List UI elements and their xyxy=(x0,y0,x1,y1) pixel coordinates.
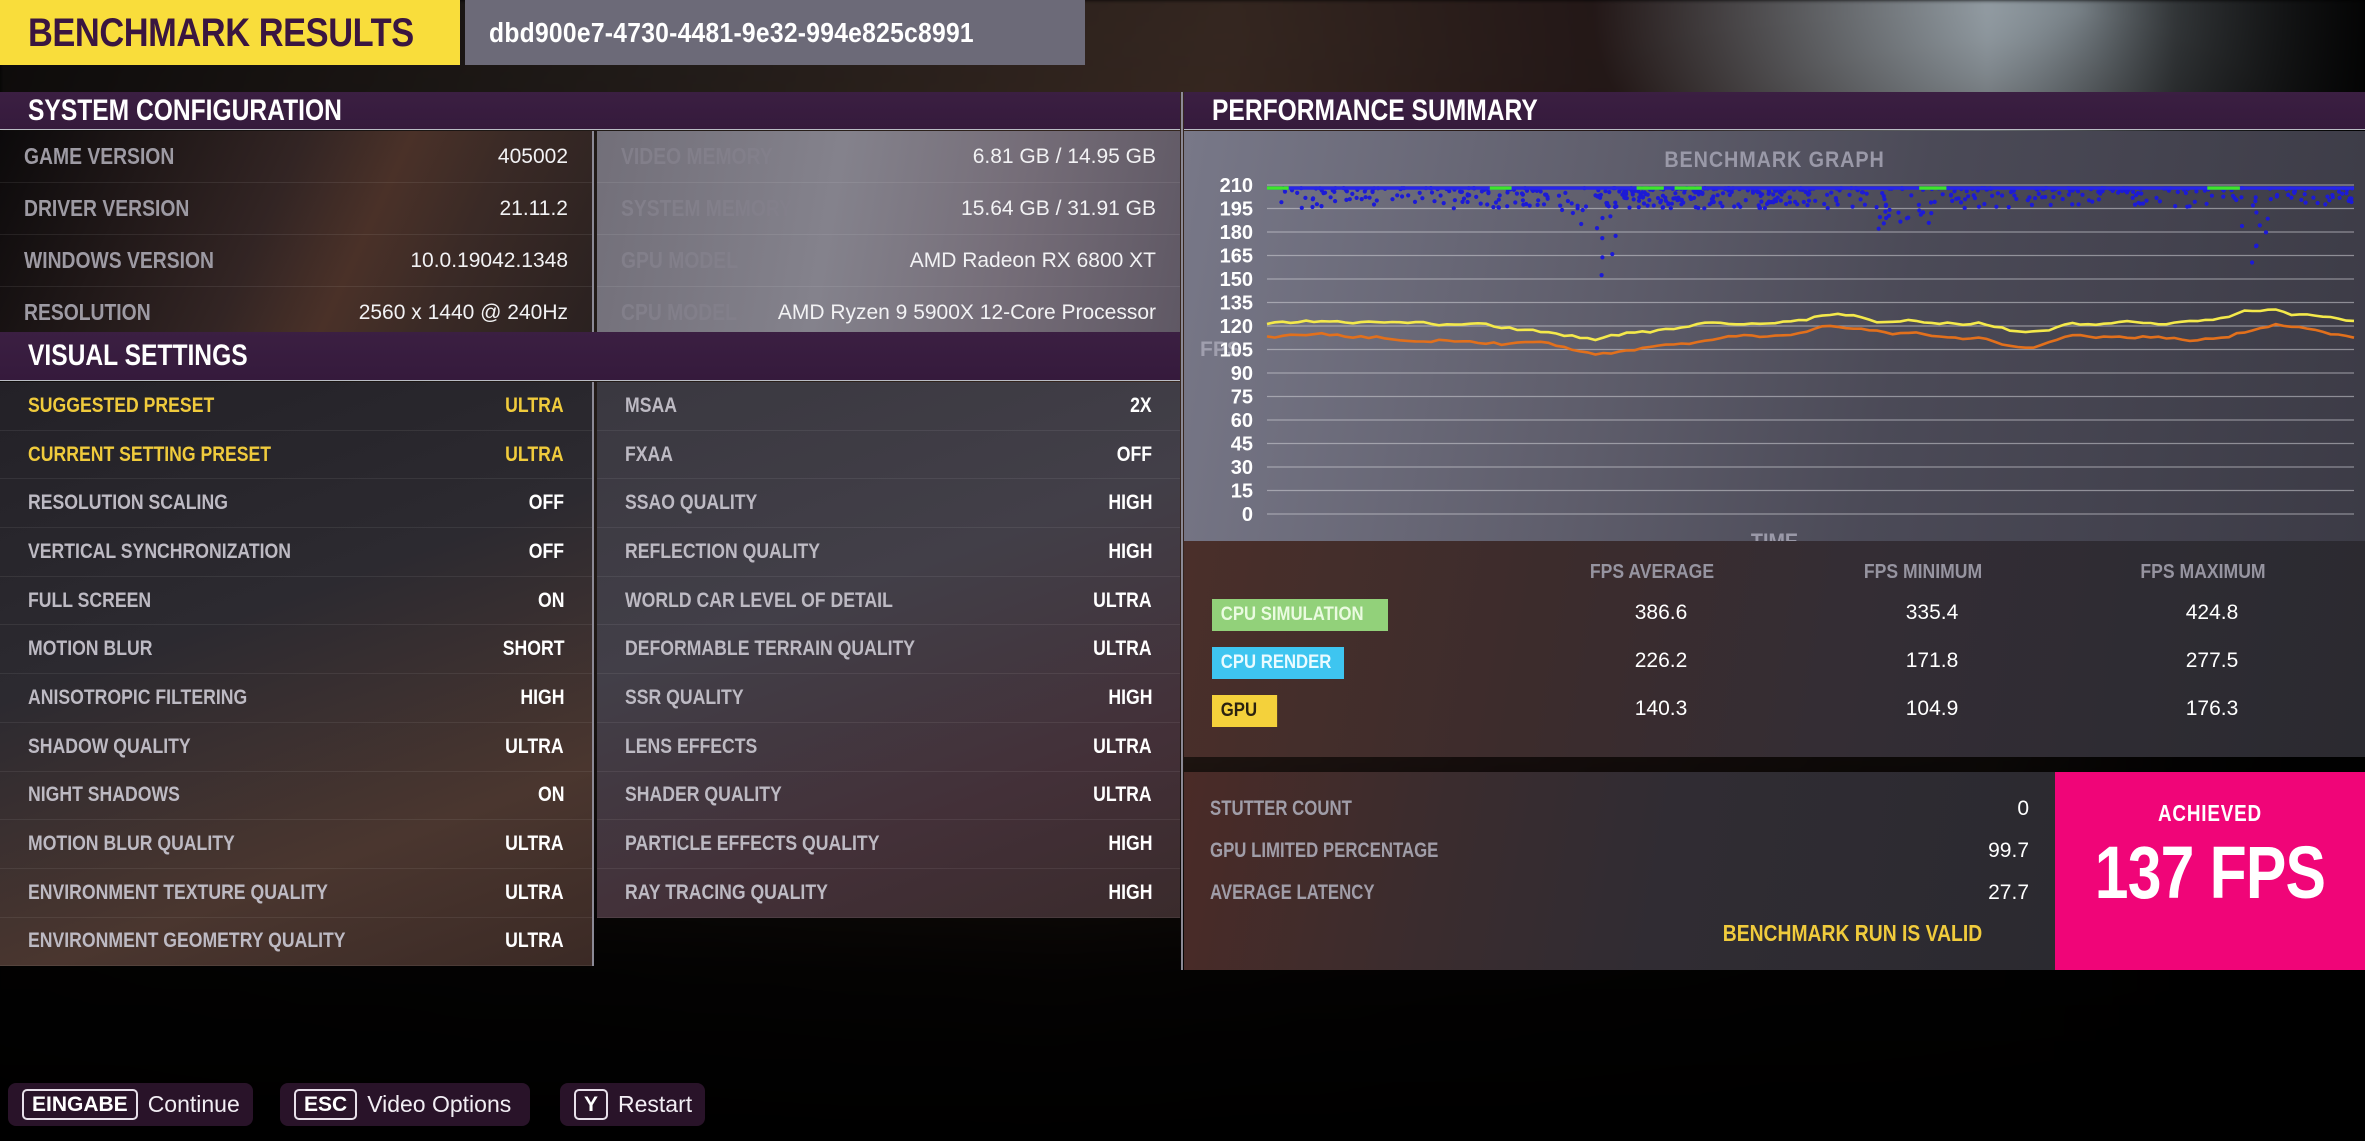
svg-text:0: 0 xyxy=(1242,504,1253,526)
svg-text:180: 180 xyxy=(1220,222,1253,244)
svg-text:120: 120 xyxy=(1220,316,1253,338)
svg-text:165: 165 xyxy=(1220,246,1253,268)
svg-text:90: 90 xyxy=(1231,363,1253,385)
svg-text:30: 30 xyxy=(1231,457,1253,479)
svg-text:150: 150 xyxy=(1220,269,1253,291)
svg-text:75: 75 xyxy=(1231,387,1253,409)
svg-text:210: 210 xyxy=(1220,175,1253,197)
svg-text:60: 60 xyxy=(1231,410,1253,432)
svg-text:45: 45 xyxy=(1231,434,1253,456)
svg-text:105: 105 xyxy=(1220,340,1253,362)
svg-text:135: 135 xyxy=(1220,293,1253,315)
svg-text:195: 195 xyxy=(1220,199,1253,221)
svg-text:15: 15 xyxy=(1231,481,1253,503)
